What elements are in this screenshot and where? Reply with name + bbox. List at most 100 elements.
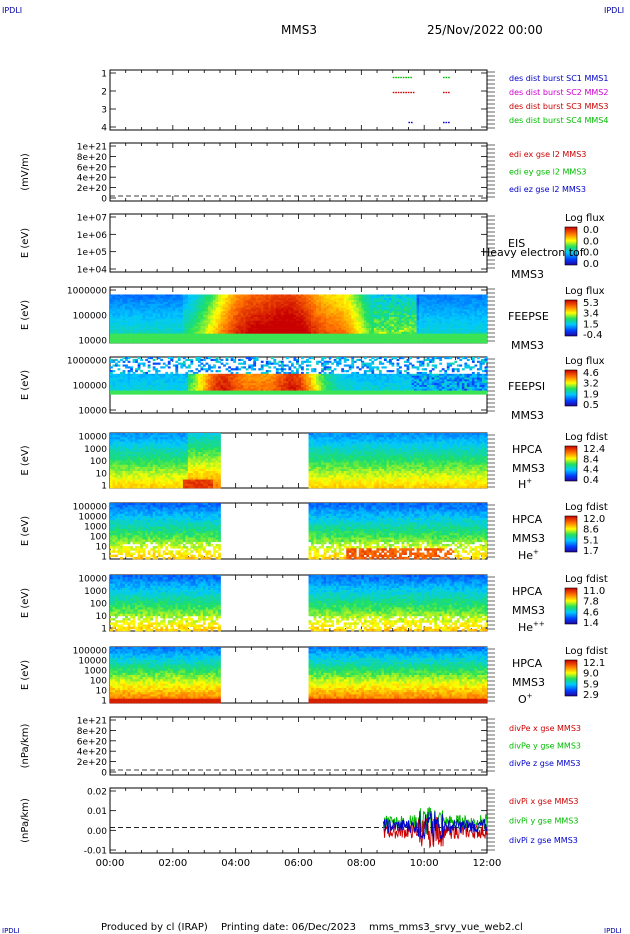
heatmap-cell	[394, 307, 397, 310]
heatmap-cell	[245, 337, 249, 340]
heatmap-cell	[145, 316, 148, 320]
heatmap-cell	[130, 315, 133, 318]
heatmap-cell	[220, 335, 224, 338]
heatmap-cell	[172, 326, 176, 329]
heatmap-cell	[140, 375, 143, 378]
heatmap-cell	[205, 375, 209, 378]
heatmap-cell	[371, 329, 375, 333]
heatmap-cell	[406, 313, 410, 316]
heatmap-cell	[142, 322, 146, 325]
heatmap-cell	[378, 326, 382, 329]
heatmap-cell	[110, 386, 113, 390]
heatmap-cell	[273, 318, 277, 321]
heatmap-cell	[202, 303, 206, 306]
heatmap-cell	[260, 316, 264, 320]
heatmap-cell	[436, 341, 440, 344]
heatmap-cell	[160, 294, 164, 297]
heatmap-cell	[336, 305, 340, 308]
heatmap-cell	[165, 305, 169, 308]
heatmap-cell	[192, 326, 196, 329]
heatmap-cell	[208, 383, 211, 386]
heatmap-cell	[155, 313, 159, 316]
heatmap-cell	[213, 339, 216, 342]
heatmap-cell	[311, 303, 314, 306]
heatmap-cell	[157, 328, 161, 331]
heatmap-cell	[476, 341, 480, 344]
heatmap-cell	[165, 315, 169, 318]
heatmap-cell	[223, 311, 226, 314]
y-tick-label: 1e+06	[77, 231, 108, 241]
heatmap-cell	[321, 341, 324, 344]
heatmap-cell	[182, 386, 186, 390]
heatmap-cell	[255, 337, 259, 340]
heatmap-cell	[127, 385, 131, 388]
heatmap-cell	[441, 341, 445, 344]
heatmap-cell	[414, 322, 417, 325]
heatmap-cell	[391, 305, 395, 308]
heatmap-cell	[353, 322, 357, 325]
heatmap-cell	[245, 318, 249, 321]
heatmap-cell	[197, 379, 201, 382]
heatmap-cell	[220, 358, 224, 362]
heatmap-cell	[336, 307, 340, 310]
heatmap-cell	[115, 322, 118, 325]
heatmap-cell	[461, 296, 465, 299]
heatmap-cell	[162, 307, 166, 310]
heatmap-cell	[466, 309, 470, 312]
heatmap-cell	[235, 300, 239, 303]
heatmap-cell	[336, 335, 340, 338]
burst-mark	[412, 91, 415, 94]
heatmap-cell	[368, 324, 372, 327]
heatmap-cell	[361, 326, 365, 329]
heatmap-cell	[208, 364, 211, 367]
heatmap-cell	[205, 320, 209, 323]
heatmap-cell	[180, 318, 184, 321]
heatmap-cell	[210, 311, 214, 314]
heatmap-cell	[187, 379, 191, 382]
heatmap-cell	[243, 313, 247, 316]
heatmap-cell	[348, 339, 352, 342]
heatmap-cell	[147, 331, 151, 334]
heatmap-cell	[182, 360, 186, 363]
heatmap-cell	[446, 303, 450, 306]
heatmap-cell	[233, 341, 236, 344]
heatmap-cell	[208, 341, 211, 344]
heatmap-cell	[388, 301, 392, 305]
heatmap-cell	[170, 315, 174, 318]
heatmap-cell	[323, 331, 327, 334]
heatmap-cell	[323, 326, 327, 329]
heatmap-cell	[373, 311, 377, 314]
colorbar-tick-label: 5.3	[583, 298, 599, 309]
heatmap-cell	[280, 300, 284, 303]
heatmap-cell	[429, 326, 432, 329]
heatmap-cell	[331, 307, 334, 310]
heatmap-cell	[414, 337, 417, 340]
heatmap-cell	[192, 324, 196, 327]
heatmap-cell	[419, 326, 422, 329]
heatmap-cell	[290, 341, 294, 344]
heatmap-cell	[265, 298, 269, 301]
heatmap-cell	[283, 320, 287, 323]
heatmap-cell	[278, 324, 282, 327]
heatmap-cell	[230, 296, 234, 299]
heatmap-cell	[157, 318, 161, 321]
heatmap-cell	[127, 333, 131, 336]
heatmap-cell	[225, 339, 229, 342]
heatmap-cell	[208, 316, 211, 320]
heatmap-cell	[240, 315, 244, 318]
heatmap-cell	[404, 307, 407, 310]
heatmap-cell	[190, 301, 194, 305]
heatmap-cell	[303, 326, 307, 329]
heatmap-cell	[185, 386, 189, 390]
heatmap-cell	[152, 368, 156, 371]
heatmap-cell	[464, 294, 468, 297]
heatmap-cell	[202, 300, 206, 303]
heatmap-cell	[411, 316, 415, 320]
heatmap-cell	[476, 307, 480, 310]
heatmap-cell	[301, 300, 304, 303]
heatmap-cell	[205, 373, 209, 376]
heatmap-cell	[208, 390, 211, 393]
heatmap-cell	[441, 318, 445, 321]
heatmap-cell	[248, 341, 252, 344]
heatmap-cell	[120, 381, 123, 384]
